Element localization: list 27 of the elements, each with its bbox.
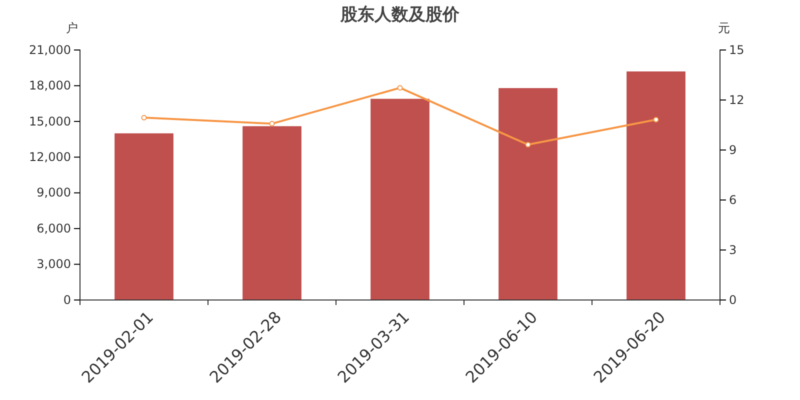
y2-tick-label: 15 bbox=[729, 42, 744, 57]
y2-axis-title: 元 bbox=[718, 21, 730, 35]
point bbox=[269, 120, 275, 126]
point bbox=[397, 85, 403, 91]
y-tick-label: 6,000 bbox=[36, 221, 71, 236]
y2-tick-label: 9 bbox=[729, 142, 737, 157]
y-tick-label: 12,000 bbox=[29, 150, 71, 164]
y-tick-label: 0 bbox=[63, 292, 71, 307]
bar bbox=[370, 98, 430, 300]
y-tick-label: 18,000 bbox=[29, 78, 71, 93]
bar bbox=[242, 126, 302, 300]
point bbox=[525, 142, 531, 148]
y2-tick-label: 0 bbox=[729, 292, 737, 307]
y2-tick-label: 6 bbox=[729, 192, 737, 207]
bar bbox=[626, 71, 686, 300]
bar bbox=[498, 88, 558, 300]
point bbox=[653, 116, 659, 122]
y-tick-label: 3,000 bbox=[36, 257, 71, 272]
y-tick-label: 15,000 bbox=[29, 114, 71, 128]
y-axis-title: 户 bbox=[66, 21, 78, 35]
y2-tick-label: 12 bbox=[729, 92, 744, 107]
y2-tick-label: 3 bbox=[729, 242, 737, 257]
bar bbox=[114, 133, 174, 300]
chart-title: 股东人数及股价 bbox=[340, 5, 460, 25]
y-tick-label: 21,000 bbox=[29, 42, 71, 57]
y-tick-label: 9,000 bbox=[36, 186, 71, 200]
point bbox=[141, 114, 147, 120]
